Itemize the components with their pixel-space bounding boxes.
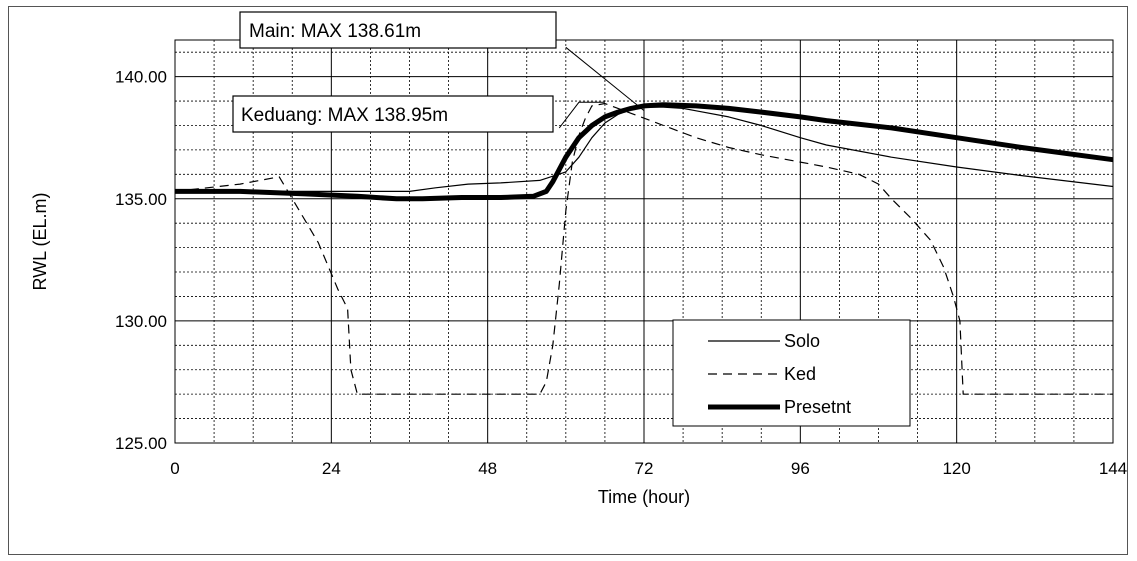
series-line-presetnt (175, 102, 1114, 202)
keduang-max-callout-text: Keduang: MAX 138.95m (241, 105, 448, 126)
y-tick-label: 140.00 (115, 68, 167, 87)
series-lines (174, 102, 1114, 395)
keduang-max-callout (232, 95, 554, 133)
main-max-callout-text: Main: MAX 138.61m (249, 21, 421, 42)
series-line-ked (174, 102, 1113, 395)
grid (175, 40, 1113, 443)
legend-label-ked: Ked (784, 364, 816, 384)
y-axis-label: RWL (EL.m) (30, 192, 50, 290)
x-tick-label: 0 (170, 459, 179, 478)
legend-label-solo: Solo (784, 331, 820, 351)
x-tick-label: 96 (791, 459, 810, 478)
legend-label-presetnt: Presetnt (784, 397, 851, 417)
y-tick-label: 125.00 (115, 434, 167, 453)
annotations: Main: MAX 138.61m Keduang: MAX 138.95m (232, 11, 645, 133)
keduang-max-leader (558, 101, 605, 129)
x-axis-label: Time (hour) (598, 487, 690, 507)
chart-frame (8, 6, 1128, 555)
x-tick-label: 24 (322, 459, 341, 478)
legend: Solo Ked Presetnt (672, 319, 911, 427)
plot-area (174, 39, 1114, 444)
y-axis-ticks: 125.00 130.00 135.00 140.00 (115, 68, 167, 453)
x-axis-ticks: 0 24 48 72 96 120 144 (170, 459, 1127, 478)
main-max-callout (239, 11, 557, 49)
x-tick-label: 72 (635, 459, 654, 478)
y-tick-label: 135.00 (115, 190, 167, 209)
x-tick-label: 48 (478, 459, 497, 478)
main-max-leader (565, 46, 645, 111)
y-tick-label: 130.00 (115, 312, 167, 331)
x-tick-label: 120 (942, 459, 970, 478)
x-tick-label: 144 (1099, 459, 1127, 478)
